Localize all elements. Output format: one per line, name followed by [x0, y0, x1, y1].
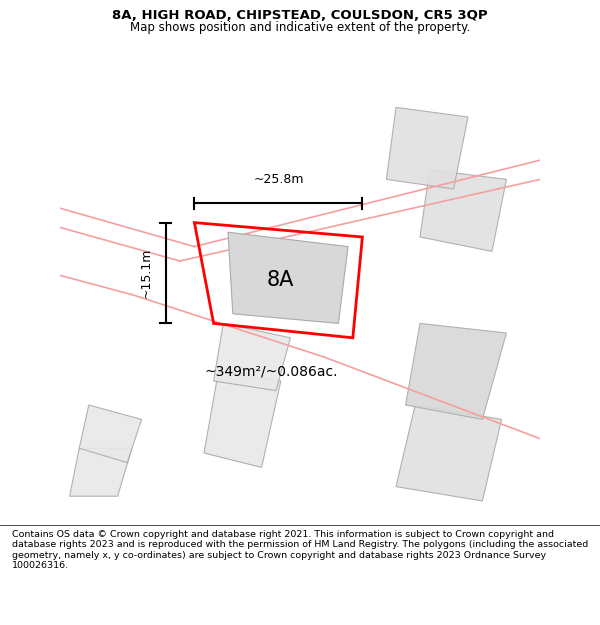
Text: ~349m²/~0.086ac.: ~349m²/~0.086ac. [204, 364, 337, 378]
Text: 8A: 8A [267, 270, 295, 290]
Polygon shape [70, 448, 132, 496]
Text: 8A, HIGH ROAD, CHIPSTEAD, COULSDON, CR5 3QP: 8A, HIGH ROAD, CHIPSTEAD, COULSDON, CR5 … [112, 9, 488, 22]
Polygon shape [386, 107, 468, 189]
Polygon shape [396, 405, 502, 501]
Polygon shape [228, 232, 348, 323]
Polygon shape [204, 371, 281, 468]
Text: Map shows position and indicative extent of the property.: Map shows position and indicative extent… [130, 21, 470, 34]
Polygon shape [214, 323, 290, 391]
Text: Contains OS data © Crown copyright and database right 2021. This information is : Contains OS data © Crown copyright and d… [12, 530, 588, 570]
Polygon shape [79, 405, 142, 462]
Polygon shape [420, 170, 506, 251]
Polygon shape [406, 323, 506, 419]
Text: ~25.8m: ~25.8m [253, 173, 304, 186]
Text: ~15.1m: ~15.1m [140, 248, 153, 298]
